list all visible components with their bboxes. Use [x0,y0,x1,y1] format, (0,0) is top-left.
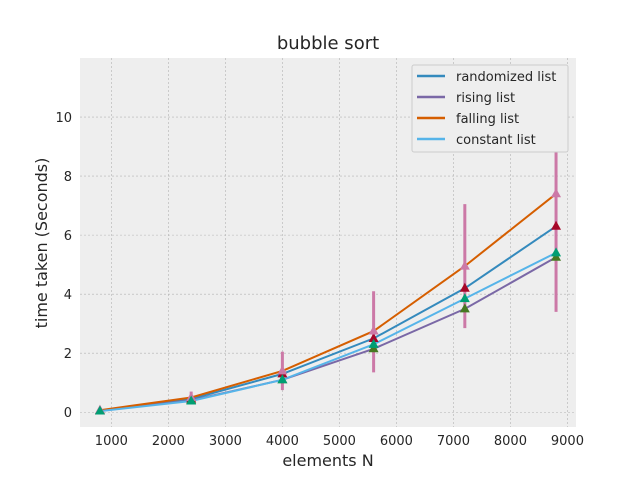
x-tick-label: 8000 [494,434,527,449]
x-tick-label: 9000 [551,434,584,449]
series-markers [94,188,562,415]
legend-box [411,64,569,153]
data-point-4 [186,395,197,405]
y-tick-label: 8 [64,170,72,185]
legend-label: falling list [456,112,519,127]
data-point-3 [368,325,379,335]
legend-label: constant list [456,133,536,148]
series-line-1 [99,225,557,412]
series-line-3 [99,193,557,412]
x-tick-label: 4000 [266,434,299,449]
data-point-4 [277,374,288,384]
data-point-2 [459,303,470,313]
y-tick-label: 10 [55,111,72,126]
x-tick-label: 6000 [380,434,413,449]
x-tick-label: 1000 [95,434,128,449]
y-tick-label: 2 [64,347,72,362]
data-point-3 [277,365,288,375]
x-axis-title: elements N [282,451,373,470]
x-tick-label: 2000 [152,434,185,449]
data-point-3 [551,188,562,198]
y-tick-label: 0 [64,406,72,421]
y-tick-label: 6 [64,229,72,244]
legend-label: randomized list [456,70,556,85]
data-point-3 [459,260,470,270]
data-point-1 [551,220,562,230]
y-axis-title: time taken (Seconds) [32,158,51,329]
legend-label: rising list [456,91,515,106]
data-point-4 [368,338,379,348]
data-point-4 [459,293,470,303]
x-tick-label: 7000 [437,434,470,449]
x-tick-label: 3000 [209,434,242,449]
x-tick-label: 5000 [323,434,356,449]
data-point-4 [94,405,105,415]
series-line-4 [99,251,557,413]
legend: randomized list rising list falling list co… [411,64,569,153]
data-point-1 [368,332,379,342]
y-tick-label: 4 [64,288,72,303]
tick-labels: 1000 2000 3000 4000 5000 6000 7000 8000 9000 0 2 4 6… [55,111,584,449]
chart-title: bubble sort [277,33,379,54]
series-lines [99,193,557,413]
data-point-4 [551,247,562,257]
data-point-1 [459,282,470,292]
